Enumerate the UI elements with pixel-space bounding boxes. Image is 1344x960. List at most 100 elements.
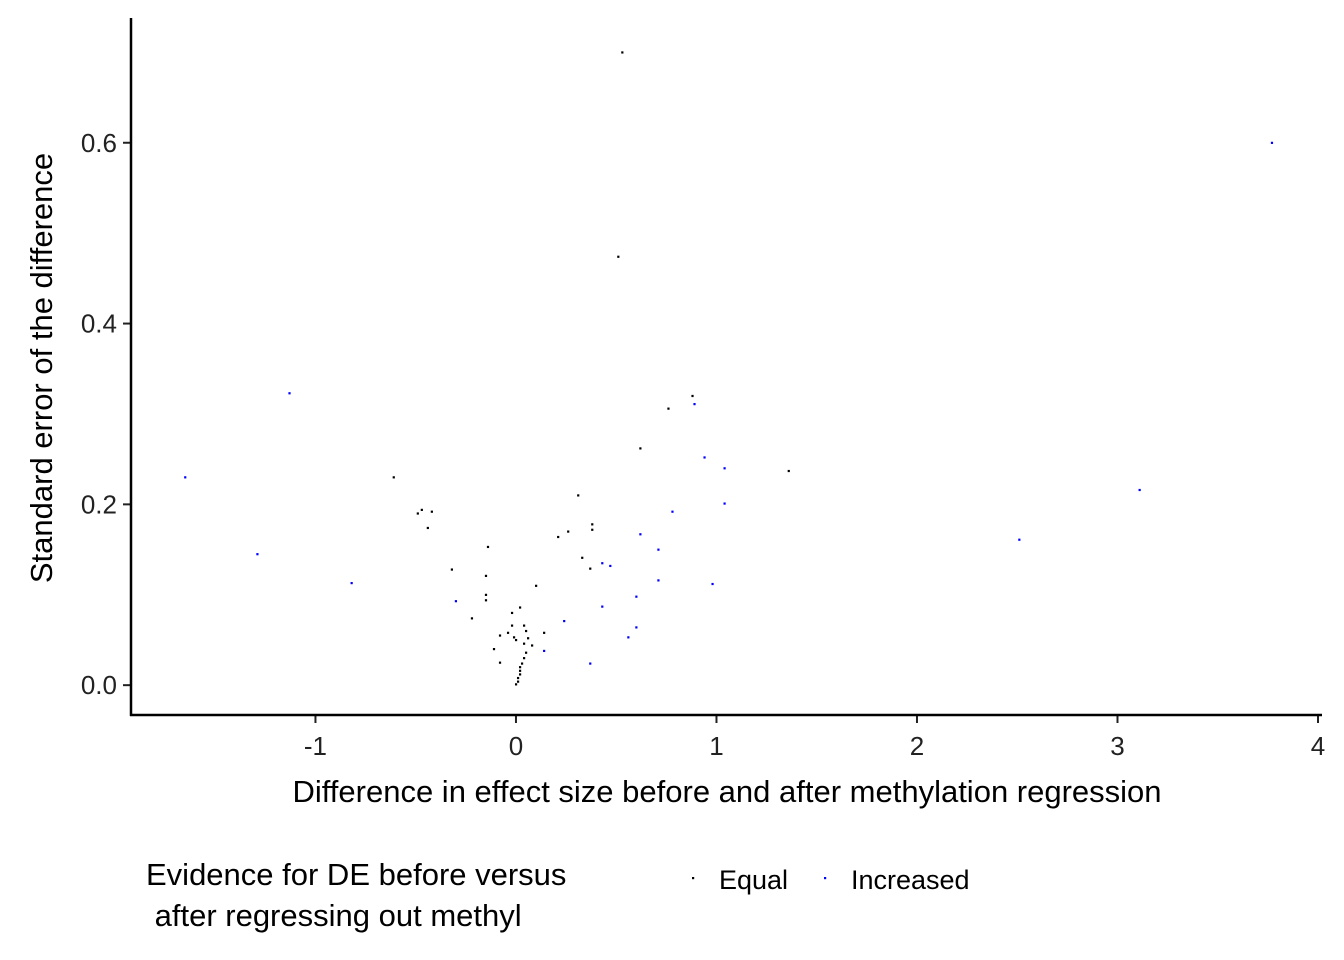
legend-items: Equal Increased — [692, 865, 970, 895]
data-point — [516, 680, 520, 683]
data-point — [522, 642, 526, 645]
data-point — [601, 605, 604, 608]
data-point — [518, 673, 522, 676]
x-tick-label: -1 — [304, 731, 327, 761]
data-point — [639, 533, 642, 536]
data-point — [703, 456, 706, 459]
data-point — [711, 582, 714, 586]
legend-label: Increased — [851, 865, 970, 895]
data-points — [184, 51, 1274, 686]
data-point — [667, 407, 670, 410]
data-point — [426, 526, 429, 530]
x-axis-ticks: -1 0 1 2 3 4 — [304, 715, 1325, 761]
data-point — [591, 528, 594, 531]
data-point — [454, 600, 458, 603]
legend-key — [824, 877, 827, 880]
data-point — [184, 476, 187, 479]
data-point — [518, 666, 522, 669]
data-point — [392, 476, 395, 479]
legend-key — [692, 877, 695, 880]
data-point — [1270, 141, 1274, 144]
y-axis-title: Standard error of the difference — [24, 153, 59, 583]
data-point — [601, 562, 604, 565]
data-point — [557, 535, 560, 539]
x-tick-label: 0 — [509, 731, 523, 761]
data-point — [657, 548, 660, 551]
data-point — [450, 568, 454, 571]
data-point — [671, 510, 674, 513]
data-point — [524, 651, 528, 654]
data-point — [498, 661, 502, 664]
data-point — [516, 676, 520, 680]
data-point — [420, 508, 423, 511]
data-point — [567, 530, 570, 533]
data-point — [1018, 538, 1021, 541]
data-point — [691, 394, 694, 398]
data-point — [527, 637, 530, 640]
data-point — [609, 564, 612, 568]
data-point — [591, 523, 594, 526]
data-point — [635, 595, 638, 598]
data-point — [522, 624, 526, 627]
legend-title-line-2: after regressing out methyl — [146, 898, 522, 933]
data-point — [531, 644, 534, 647]
data-point — [639, 447, 642, 450]
data-point — [524, 629, 528, 633]
x-axis-title: Difference in effect size before and aft… — [292, 774, 1161, 809]
data-point — [627, 636, 630, 639]
data-point — [522, 657, 526, 660]
data-point — [486, 545, 490, 549]
data-point — [512, 636, 516, 639]
data-point — [256, 553, 259, 556]
series-equal — [392, 51, 790, 686]
data-point — [563, 619, 566, 623]
data-point — [518, 669, 522, 672]
data-point — [723, 467, 726, 470]
data-point — [543, 631, 546, 634]
data-point — [577, 494, 580, 497]
data-point — [581, 556, 584, 559]
data-point — [506, 631, 510, 634]
data-point — [514, 638, 518, 642]
data-point — [1138, 488, 1141, 492]
data-point — [492, 648, 496, 651]
y-tick-label: 0.0 — [81, 670, 117, 700]
data-point — [723, 502, 726, 505]
legend: Evidence for DE before versus after regr… — [146, 857, 970, 933]
legend-title-line-1: Evidence for DE before versus — [146, 857, 566, 892]
data-point — [543, 649, 546, 653]
data-point — [621, 51, 624, 54]
data-point — [288, 392, 291, 395]
y-axis-ticks: 0.0 0.2 0.4 0.6 — [81, 128, 131, 700]
data-point — [617, 255, 620, 258]
series-increased — [184, 141, 1274, 665]
data-point — [589, 567, 592, 570]
y-tick-label: 0.2 — [81, 489, 117, 519]
data-point — [787, 469, 790, 473]
data-point — [350, 582, 353, 585]
legend-label: Equal — [719, 865, 788, 895]
data-point — [484, 574, 488, 577]
data-point — [470, 617, 474, 620]
x-tick-label: 4 — [1311, 731, 1325, 761]
data-point — [589, 662, 592, 665]
data-point — [514, 683, 518, 686]
data-point — [510, 624, 514, 627]
x-tick-label: 1 — [709, 731, 723, 761]
data-point — [430, 510, 433, 513]
data-point — [518, 606, 522, 609]
data-point — [510, 611, 514, 615]
data-point — [498, 634, 502, 637]
data-point — [484, 599, 488, 602]
data-point — [520, 662, 524, 665]
y-tick-label: 0.4 — [81, 309, 117, 339]
x-tick-label: 2 — [910, 731, 924, 761]
data-point — [657, 579, 660, 582]
data-point — [635, 626, 638, 629]
y-tick-label: 0.6 — [81, 128, 117, 158]
data-point — [693, 403, 696, 406]
data-point — [416, 512, 419, 515]
data-point — [484, 593, 488, 596]
x-tick-label: 3 — [1110, 731, 1124, 761]
